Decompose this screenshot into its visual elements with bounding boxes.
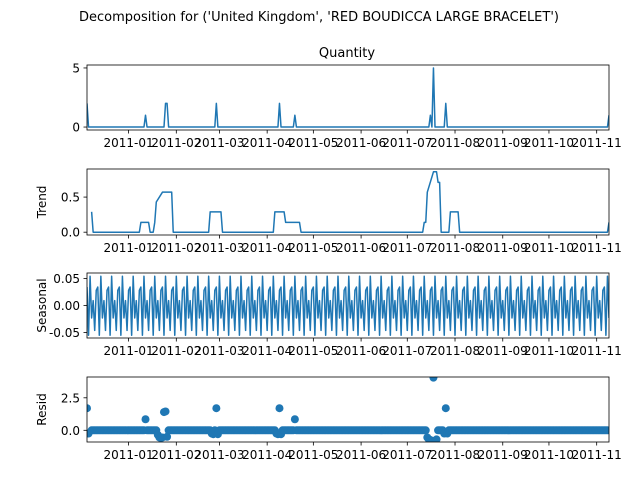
x-tick-label-resid: 2011-06	[336, 448, 386, 462]
x-tick-label-quantity: 2011-05	[288, 136, 338, 150]
x-tick-label-trend: 2011-10	[524, 241, 574, 255]
x-tick-label-seasonal: 2011-03	[194, 344, 244, 358]
x-tick-label-seasonal: 2011-11	[572, 344, 622, 358]
panel-trend: 2011-012011-022011-032011-042011-052011-…	[35, 168, 622, 255]
x-tick-label-resid: 2011-02	[151, 448, 201, 462]
resid-point	[421, 426, 430, 435]
x-tick-label-seasonal: 2011-01	[104, 344, 154, 358]
x-tick-label-resid: 2011-01	[104, 448, 154, 462]
panel-resid: 2011-012011-022011-032011-042011-052011-…	[35, 376, 622, 462]
y-tick-label-resid: 2.5	[61, 391, 80, 405]
series-line-quantity	[87, 67, 609, 128]
x-tick-label-trend: 2011-05	[288, 241, 338, 255]
y-tick-label-seasonal: -0.05	[49, 326, 80, 340]
x-tick-label-trend: 2011-11	[572, 241, 622, 255]
x-tick-label-seasonal: 2011-10	[524, 344, 574, 358]
resid-point	[212, 404, 221, 413]
y-tick-label-trend: 0.5	[61, 191, 80, 205]
x-tick-label-seasonal: 2011-08	[430, 344, 480, 358]
resid-point	[441, 404, 450, 413]
y-axis-label-resid: Resid	[35, 393, 49, 425]
x-tick-label-seasonal: 2011-07	[382, 344, 432, 358]
x-tick-label-seasonal: 2011-06	[336, 344, 386, 358]
x-tick-label-trend: 2011-08	[430, 241, 480, 255]
x-tick-label-resid: 2011-03	[194, 448, 244, 462]
y-axis-label-seasonal: Seasonal	[35, 278, 49, 332]
resid-point	[603, 426, 609, 435]
x-tick-label-seasonal: 2011-04	[242, 344, 292, 358]
x-tick-label-resid: 2011-10	[524, 448, 574, 462]
x-tick-label-trend: 2011-01	[104, 241, 154, 255]
y-tick-label-quantity: 0	[72, 121, 80, 135]
y-axis-label-trend: Trend	[35, 186, 49, 220]
resid-point	[161, 407, 170, 416]
x-tick-label-trend: 2011-03	[194, 241, 244, 255]
x-tick-label-resid: 2011-07	[382, 448, 432, 462]
x-tick-label-quantity: 2011-09	[478, 136, 528, 150]
x-tick-label-resid: 2011-05	[288, 448, 338, 462]
x-tick-label-quantity: 2011-03	[194, 136, 244, 150]
panels-group: 2011-012011-022011-032011-042011-052011-…	[35, 61, 622, 462]
y-tick-label-seasonal: 0.00	[53, 299, 80, 313]
data-group-resid	[87, 377, 609, 442]
y-tick-label-trend: 0.0	[61, 226, 80, 240]
x-tick-label-quantity: 2011-08	[430, 136, 480, 150]
x-tick-label-quantity: 2011-11	[572, 136, 622, 150]
x-tick-label-trend: 2011-02	[151, 241, 201, 255]
panel-seasonal: 2011-012011-022011-032011-042011-052011-…	[35, 272, 622, 358]
x-tick-label-resid: 2011-09	[478, 448, 528, 462]
resid-point	[87, 429, 93, 438]
x-tick-label-seasonal: 2011-02	[151, 344, 201, 358]
x-tick-label-quantity: 2011-10	[524, 136, 574, 150]
resid-point	[87, 404, 91, 413]
panel-title-quantity: Quantity	[319, 46, 375, 61]
x-tick-label-quantity: 2011-06	[336, 136, 386, 150]
x-tick-label-resid: 2011-04	[242, 448, 292, 462]
x-tick-label-quantity: 2011-07	[382, 136, 432, 150]
x-tick-label-resid: 2011-08	[430, 448, 480, 462]
resid-point	[432, 435, 441, 442]
x-tick-label-trend: 2011-04	[242, 241, 292, 255]
resid-point	[290, 415, 299, 424]
data-group-seasonal	[87, 275, 609, 337]
y-tick-label-resid: 0.0	[61, 424, 80, 438]
y-tick-label-seasonal: 0.05	[53, 272, 80, 286]
x-tick-label-quantity: 2011-01	[104, 136, 154, 150]
x-tick-label-seasonal: 2011-09	[478, 344, 528, 358]
y-tick-label-quantity: 5	[72, 61, 80, 75]
x-tick-label-trend: 2011-06	[336, 241, 386, 255]
x-tick-label-seasonal: 2011-05	[288, 344, 338, 358]
resid-point	[429, 377, 438, 382]
resid-point	[141, 415, 150, 424]
resid-point	[275, 404, 284, 413]
figure-suptitle: Decomposition for ('United Kingdom', 'RE…	[79, 10, 559, 25]
x-tick-label-quantity: 2011-02	[151, 136, 201, 150]
axes-frame-quantity	[86, 64, 610, 131]
axes-frame-trend	[86, 168, 610, 236]
axes-frame-resid	[86, 376, 610, 443]
x-tick-label-quantity: 2011-04	[242, 136, 292, 150]
series-line-seasonal	[87, 275, 609, 337]
data-group-trend	[90, 171, 609, 233]
x-tick-label-resid: 2011-11	[572, 448, 622, 462]
x-tick-label-trend: 2011-07	[382, 241, 432, 255]
panel-quantity: 2011-012011-022011-032011-042011-052011-…	[72, 61, 621, 150]
data-group-quantity	[87, 67, 609, 128]
resid-point	[163, 432, 172, 441]
series-line-trend	[90, 171, 609, 233]
x-tick-label-trend: 2011-09	[478, 241, 528, 255]
